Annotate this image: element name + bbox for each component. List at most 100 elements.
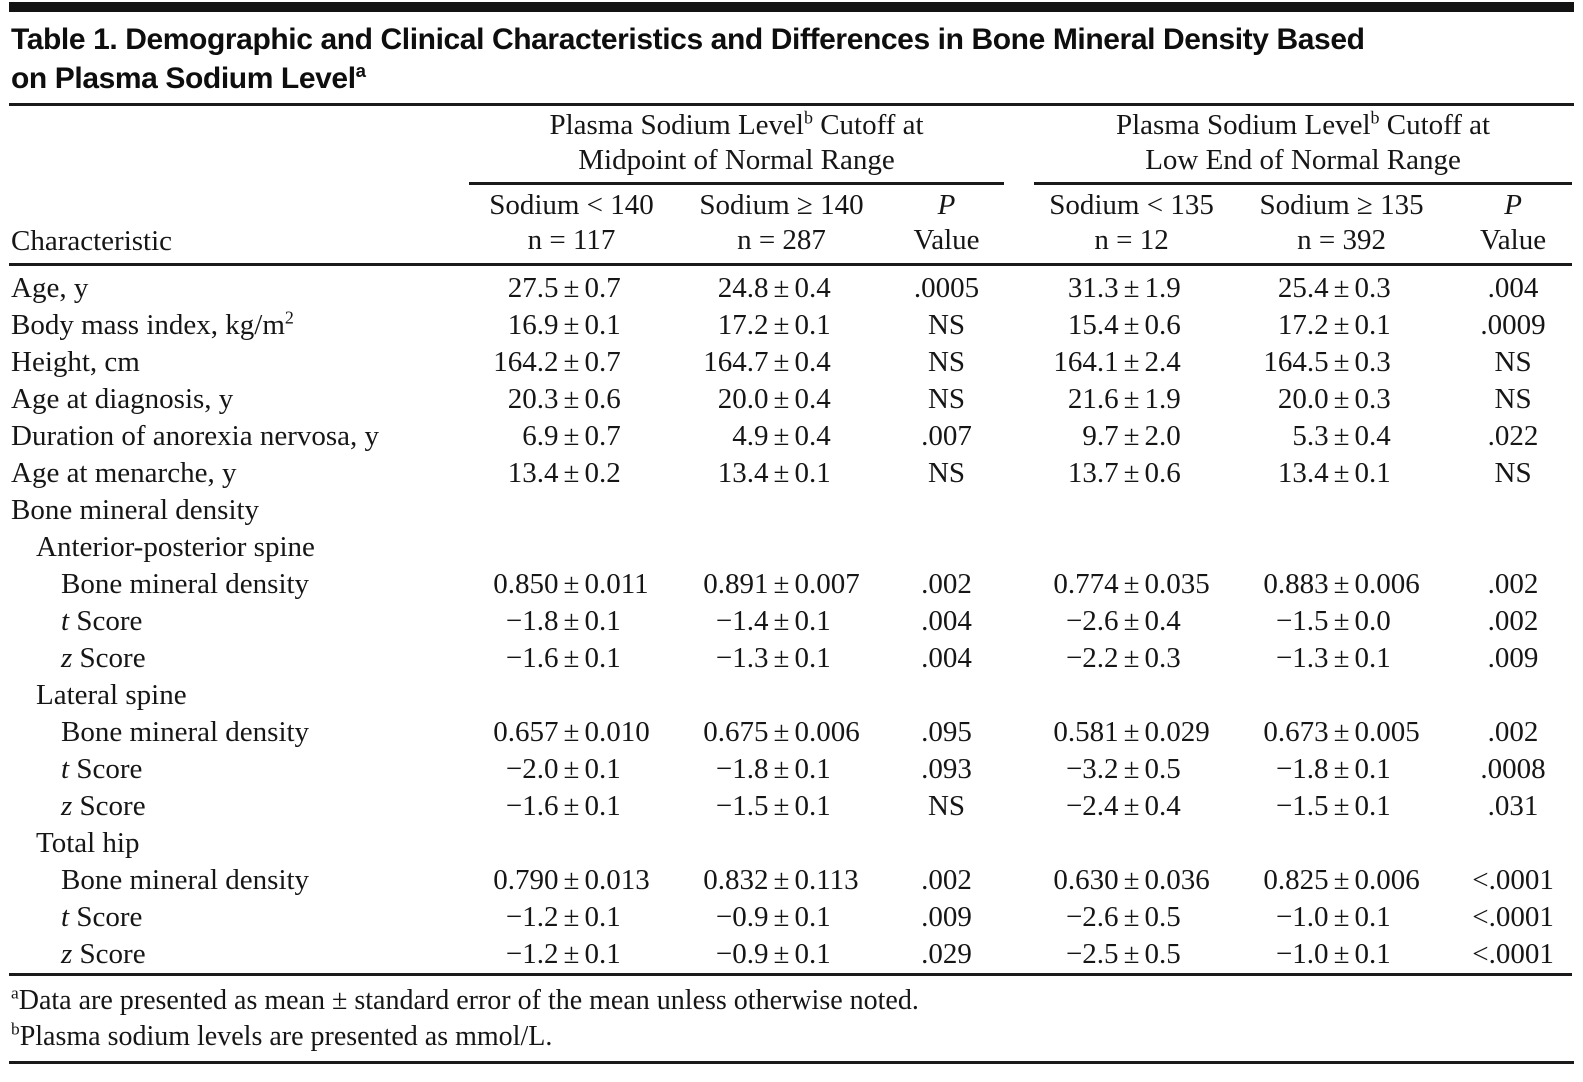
value-cell: −1.5 ±0.1: [715, 790, 831, 822]
column-gap: [1004, 751, 1034, 788]
row-label: t Score: [61, 605, 143, 637]
value-cell: [889, 529, 1004, 566]
value-cell: NS: [927, 457, 966, 489]
column-gap: [1004, 862, 1034, 899]
value-cell: [1454, 677, 1572, 714]
value-cell: −1.6 ±0.1: [505, 642, 621, 674]
table-row: Duration of anorexia nervosa, y 6.9 ±0.7 4.…: [9, 418, 1572, 455]
column-gap: [1004, 936, 1034, 975]
value-cell: −1.8 ±0.1: [715, 753, 831, 785]
row-label: Age at menarche, y: [11, 457, 237, 489]
row-label: Lateral spine: [36, 679, 187, 711]
column-gap: [1004, 788, 1034, 825]
value-cell: [1229, 677, 1454, 714]
value-cell: [469, 825, 674, 862]
column-gap: [1004, 566, 1034, 603]
table-row: Bone mineral density 0.790 ±0.013 0.832 ±0.1…: [9, 862, 1572, 899]
paper-table: Plasma Sodium Levelb Cutoff at Midpoint …: [9, 106, 1573, 976]
value-cell: −2.6 ±0.5: [1065, 901, 1181, 933]
value-cell: 13.4 ±0.1: [717, 457, 831, 489]
value-cell: .004: [921, 605, 972, 637]
row-label: z Score: [61, 938, 146, 970]
group-label-rest: Cutoff at: [1379, 109, 1491, 141]
value-cell: 0.850 ±0.011: [493, 568, 649, 600]
value-cell: −1.5 ±0.1: [1275, 790, 1391, 822]
column-group-midpoint: Plasma Sodium Levelb Cutoff at Midpoint …: [469, 106, 1005, 185]
value-cell: .009: [921, 901, 972, 933]
value-cell: .0005: [913, 272, 980, 304]
row-label: Bone mineral density: [61, 864, 310, 896]
value-cell: [469, 677, 674, 714]
table-row: Height, cm 164.2 ±0.7 164.7 ±0.4 NS 164.1 ±2.4 1…: [9, 344, 1572, 381]
col-header-line2: n = 392: [1297, 224, 1386, 256]
table-row: Bone mineral density 0.657 ±0.010 0.675 ±0.0…: [9, 714, 1572, 751]
value-cell: −3.2 ±0.5: [1065, 753, 1181, 785]
column-gap: [1004, 714, 1034, 751]
table-row: Age at menarche, y 13.4 ±0.2 13.4 ±0.1 NS 13.7…: [9, 455, 1572, 492]
value-cell: .0009: [1480, 309, 1546, 341]
value-cell: [674, 492, 889, 529]
value-cell: 15.4 ±0.6: [1067, 309, 1181, 341]
value-cell: 17.2 ±0.1: [717, 309, 831, 341]
value-cell: .002: [1487, 716, 1539, 748]
row-label: Body mass index, kg/m2: [11, 307, 294, 341]
value-cell: −2.0 ±0.1: [505, 753, 621, 785]
footnotes: aData are presented as mean ± standard e…: [11, 983, 1574, 1055]
value-cell: .095: [921, 716, 972, 748]
value-cell: 6.9 ±0.7: [522, 420, 621, 452]
row-label: Height, cm: [11, 346, 140, 378]
value-cell: 0.883 ±0.006: [1263, 568, 1420, 600]
value-cell: 25.4 ±0.3: [1277, 272, 1391, 304]
value-cell: NS: [1494, 457, 1532, 489]
column-gap: [1004, 492, 1034, 529]
value-cell: .093: [921, 753, 972, 785]
value-cell: <.0001: [1472, 864, 1554, 896]
table-title: Table 1. Demographic and Clinical Charac…: [11, 20, 1574, 98]
value-cell: NS: [927, 346, 966, 378]
value-cell: .002: [921, 864, 972, 896]
group-label-rest: Cutoff at: [812, 109, 924, 141]
column-gap: [1004, 603, 1034, 640]
table-row: t Score −2.0 ±0.1 −1.8 ±0.1 .093 −3.2 ±0.5 −1.8 ±…: [9, 751, 1572, 788]
row-label: t Score: [61, 901, 143, 933]
value-cell: [1454, 492, 1572, 529]
value-cell: 27.5 ±0.7: [507, 272, 621, 304]
value-cell: [1229, 825, 1454, 862]
value-cell: −1.8 ±0.1: [1275, 753, 1391, 785]
table-row: z Score −1.2 ±0.1 −0.9 ±0.1 .029 −2.5 ±0.5 −1.0 ±…: [9, 936, 1572, 975]
table-row: z Score −1.6 ±0.1 −1.3 ±0.1 .004 −2.2 ±0.3 −1.3 ±…: [9, 640, 1572, 677]
footnote-marker: b: [11, 1019, 20, 1039]
value-cell: −1.3 ±0.1: [1275, 642, 1391, 674]
footnote-text: Plasma sodium levels are presented as mm…: [19, 1021, 553, 1052]
table-body: Age, y 27.5 ±0.7 24.8 ±0.4 .0005 31.3 ±1.9 25.4 ±…: [9, 265, 1572, 975]
footnote-a: aData are presented as mean ± standard e…: [11, 983, 1574, 1019]
value-cell: −0.9 ±0.1: [715, 938, 831, 970]
column-gap: [1004, 344, 1034, 381]
column-group-lowend: Plasma Sodium Levelb Cutoff at Low End o…: [1034, 106, 1573, 185]
value-cell: [889, 825, 1004, 862]
table-row: z Score −1.6 ±0.1 −1.5 ±0.1 NS −2.4 ±0.4 −1.5 ±0.…: [9, 788, 1572, 825]
value-cell: 0.581 ±0.029: [1053, 716, 1210, 748]
value-cell: NS: [927, 790, 966, 822]
value-cell: 4.9 ±0.4: [732, 420, 831, 452]
value-cell: 0.832 ±0.113: [703, 864, 859, 896]
table-title-line2-text: on Plasma Sodium Level: [11, 62, 356, 95]
column-gap: [1004, 307, 1034, 344]
row-label: Bone mineral density: [61, 568, 310, 600]
col-header-sodium-ge140: Sodium ≥ 140 n = 287: [674, 183, 889, 266]
value-cell: 17.2 ±0.1: [1277, 309, 1391, 341]
row-label: Duration of anorexia nervosa, y: [11, 420, 380, 452]
row-label: Bone mineral density: [61, 716, 310, 748]
title-footnote-marker: a: [355, 60, 366, 81]
value-cell: [1454, 825, 1572, 862]
value-cell: .009: [1487, 642, 1539, 674]
value-cell: 0.630 ±0.036: [1053, 864, 1210, 896]
table-row: Anterior-posterior spine: [9, 529, 1572, 566]
value-cell: .002: [1487, 568, 1539, 600]
value-cell: .002: [1487, 605, 1539, 637]
footnote-text: Data are presented as mean ± standard er…: [18, 985, 919, 1016]
col-header-pvalue-2: P Value: [1454, 183, 1573, 266]
col-header-line2: n = 117: [527, 224, 616, 256]
column-gap: [1004, 455, 1034, 492]
value-cell: NS: [1494, 346, 1532, 378]
